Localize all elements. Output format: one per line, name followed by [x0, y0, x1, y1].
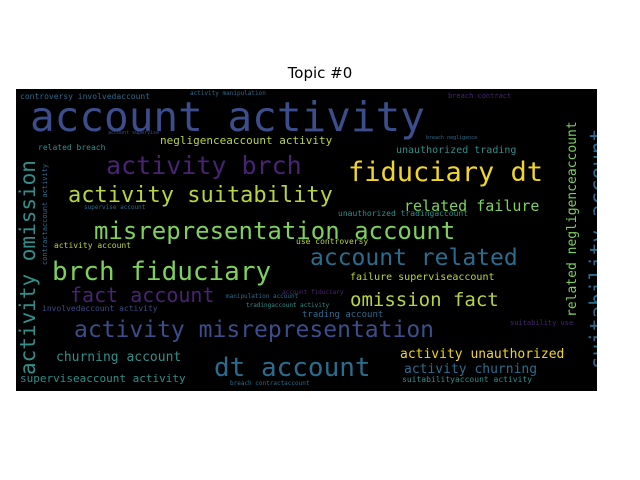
word: related breach — [38, 143, 106, 152]
word: activity churning — [404, 362, 538, 377]
word: activity suitability — [68, 183, 333, 208]
word: supervise account — [84, 204, 146, 211]
word: activity manipulation — [190, 90, 266, 97]
chart-title: Topic #0 — [287, 64, 353, 82]
word: brch fiduciary — [52, 257, 272, 287]
word: account activity — [30, 93, 425, 141]
word: use controversy — [296, 237, 369, 246]
word: unauthorized tradingaccount — [338, 209, 469, 218]
word: account related — [310, 245, 518, 271]
word: tradingaccount activity — [246, 302, 330, 309]
word: account fiduciary — [282, 289, 344, 296]
word: involvedaccount activity — [42, 304, 158, 313]
word: fact account — [70, 283, 215, 307]
word: failure superviseaccount — [350, 272, 495, 283]
word: omission fact — [350, 289, 499, 311]
word: account supervise — [108, 130, 160, 136]
word: activity brch — [106, 151, 302, 180]
word: breach contractaccount — [230, 380, 310, 387]
word: activity misrepresentation — [74, 317, 435, 343]
word: suitabilityaccount activity — [402, 375, 533, 384]
word: fiduciary dt — [348, 157, 544, 188]
word: suitability account — [586, 128, 597, 369]
word: suitability use — [510, 319, 574, 327]
word: related negligenceaccount — [565, 121, 580, 317]
word: breach contract — [448, 92, 512, 100]
word: dt account — [214, 353, 371, 383]
word: activity unauthorized — [400, 347, 565, 362]
word: churning account — [56, 350, 182, 365]
word: activity omission — [16, 160, 40, 375]
word: unauthorized trading — [396, 145, 517, 156]
word: misrepresentation account — [94, 217, 456, 245]
word-cloud: account activity activity brch fiduciary… — [16, 89, 597, 391]
word: manipulation account — [226, 293, 299, 300]
word: related failure — [404, 197, 540, 215]
word: negligenceaccount activity — [160, 134, 333, 147]
word: contractaccount activity — [41, 163, 49, 265]
word: trading account — [302, 310, 384, 320]
word: superviseaccount activity — [20, 372, 186, 385]
word: controversy involvedaccount — [20, 92, 151, 101]
word: breach negligence — [426, 135, 478, 141]
word: activity account — [54, 241, 132, 250]
